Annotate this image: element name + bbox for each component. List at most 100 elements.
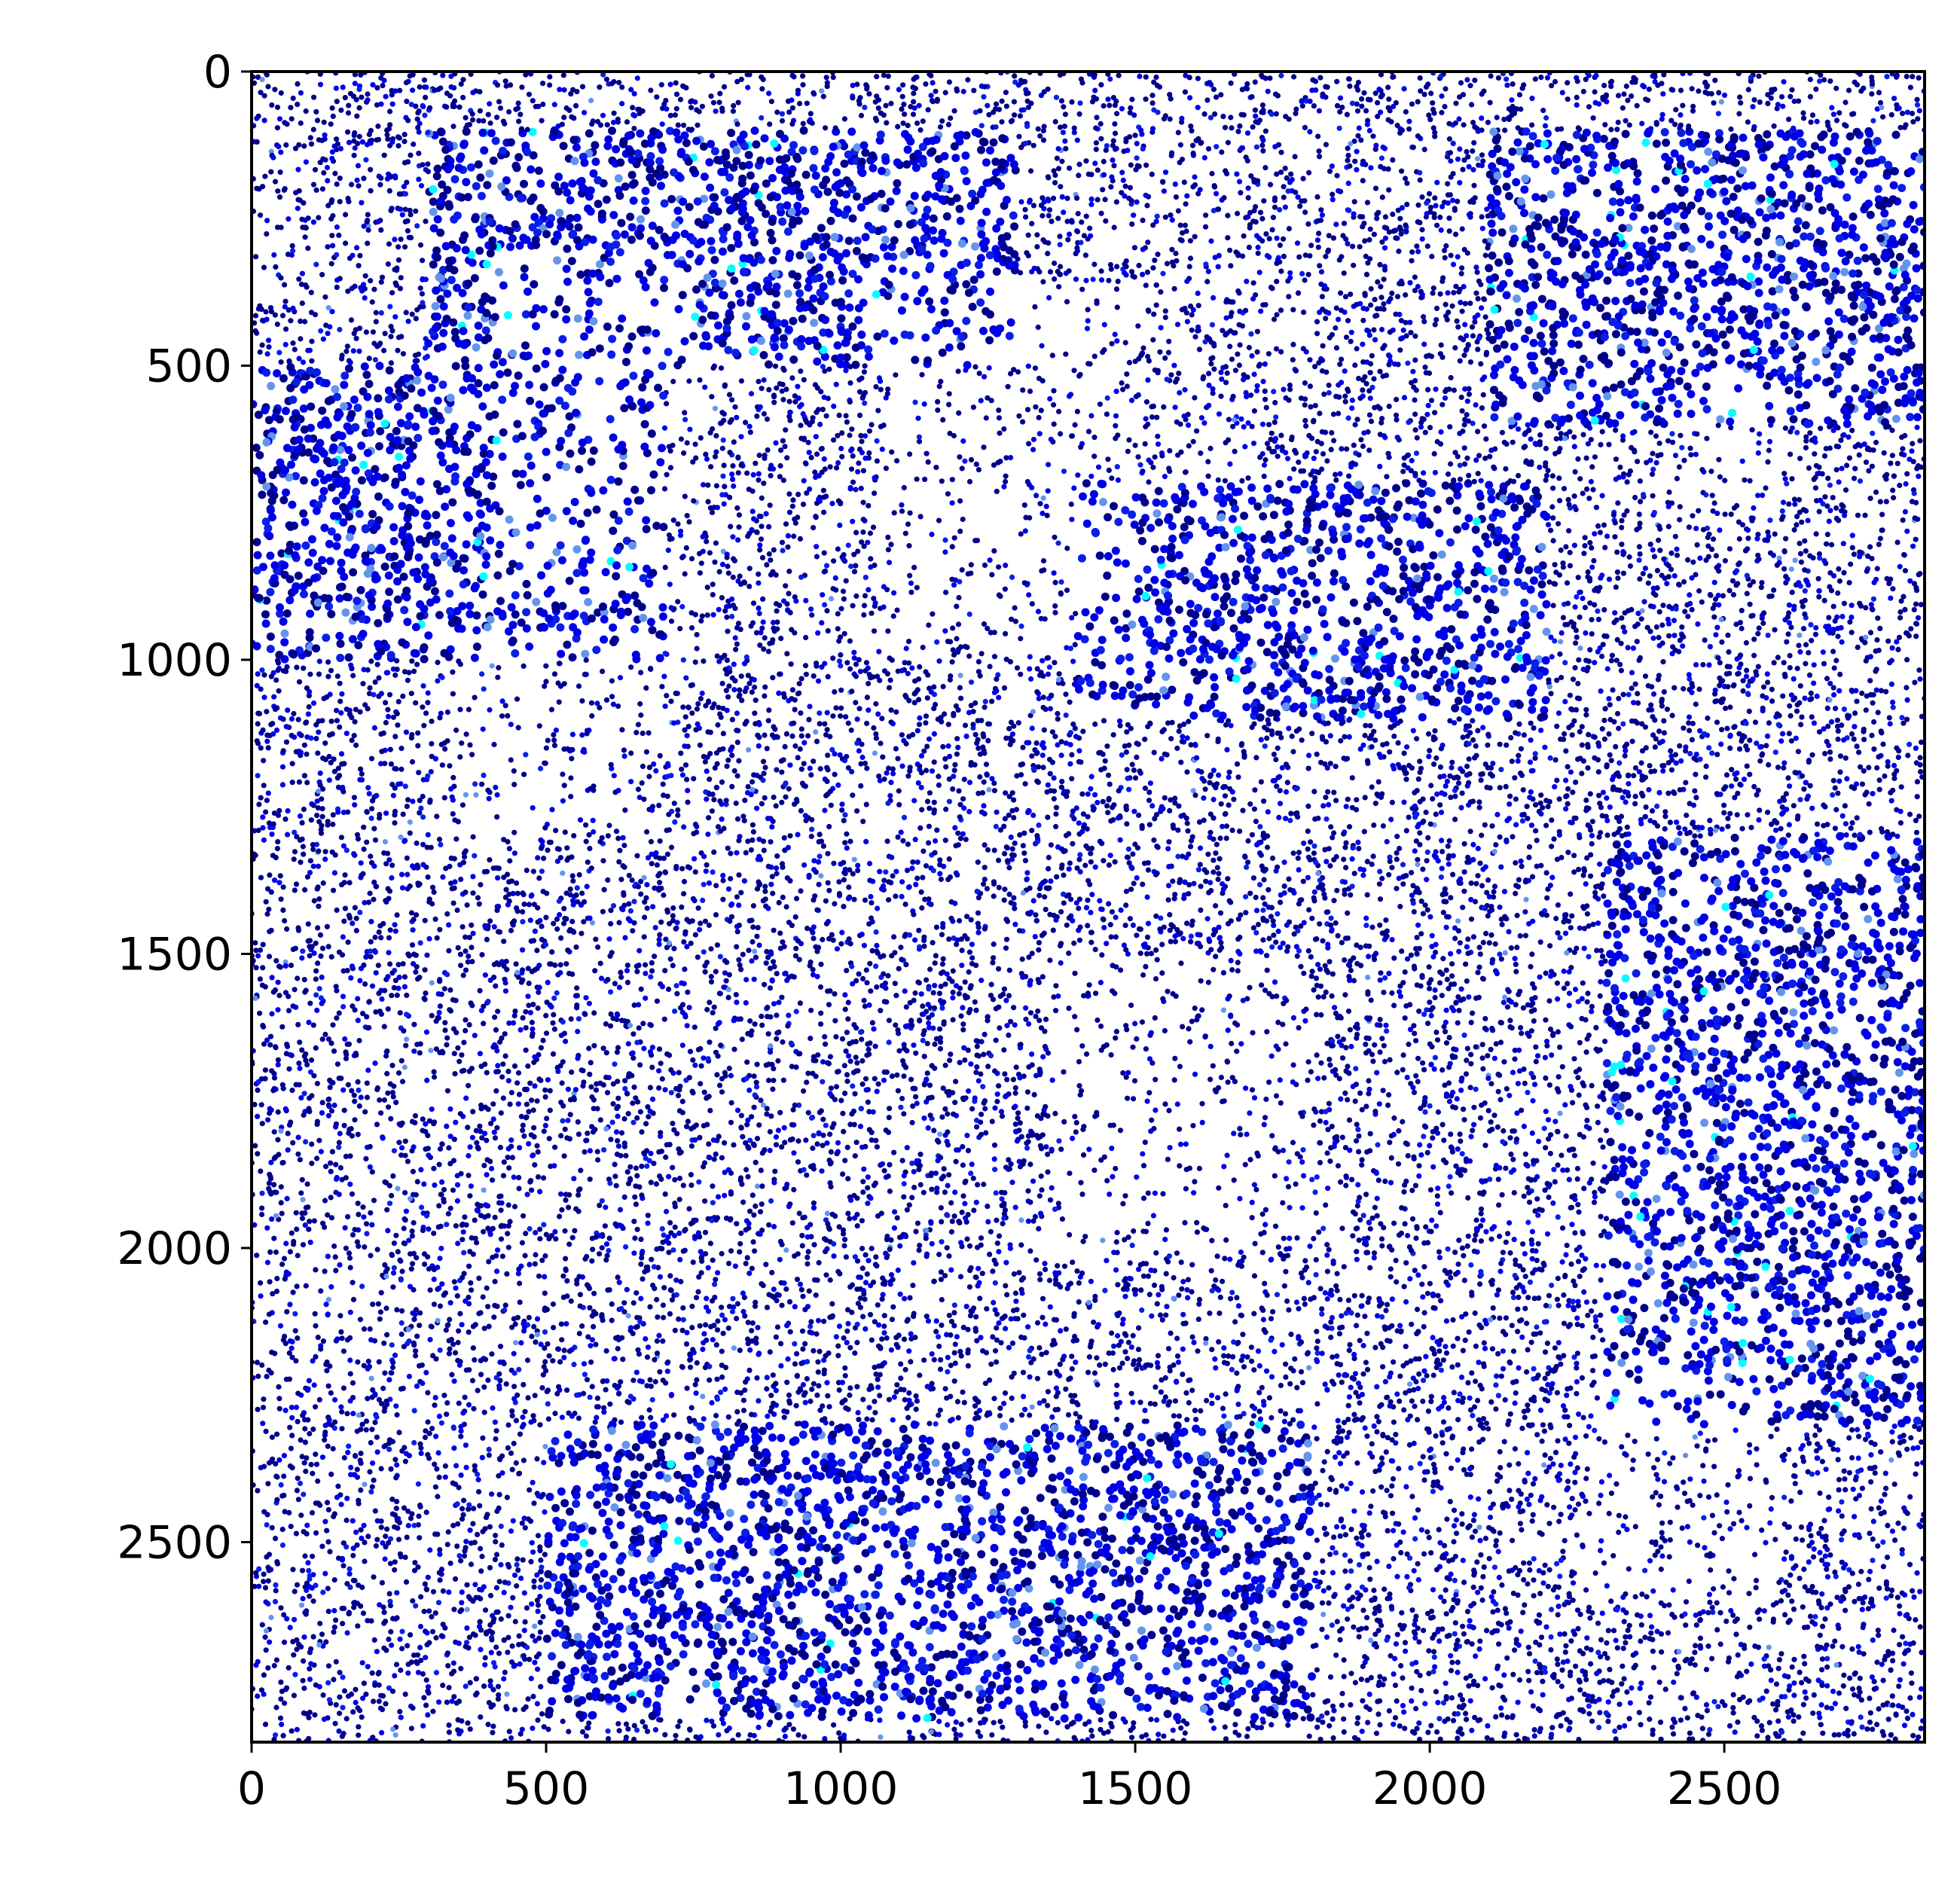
cell-point bbox=[1537, 1407, 1544, 1413]
cell-point bbox=[1143, 282, 1149, 288]
cell-point bbox=[1368, 997, 1374, 1003]
cell-point bbox=[360, 1610, 367, 1616]
cell-point bbox=[1415, 1272, 1421, 1278]
cell-point bbox=[1381, 688, 1391, 697]
cell-point bbox=[875, 1384, 881, 1390]
cell-point bbox=[1673, 980, 1682, 989]
cell-point bbox=[1833, 1573, 1839, 1579]
cell-point bbox=[1220, 1007, 1226, 1013]
cell-point bbox=[1433, 316, 1439, 323]
cell-point bbox=[1868, 1097, 1877, 1106]
cell-point bbox=[1674, 399, 1683, 408]
cell-point bbox=[1073, 805, 1079, 811]
cell-point bbox=[1161, 188, 1167, 194]
cell-point bbox=[462, 1214, 468, 1220]
cell-point bbox=[1412, 1536, 1418, 1542]
cell-point bbox=[1532, 1658, 1538, 1665]
cell-point bbox=[319, 796, 325, 802]
cell-point bbox=[765, 1413, 771, 1419]
cell-point bbox=[633, 1165, 640, 1171]
cell-point bbox=[1337, 1460, 1344, 1466]
cell-point bbox=[841, 1243, 847, 1249]
cell-point bbox=[1647, 1694, 1654, 1700]
cell-point bbox=[302, 319, 308, 325]
cell-point bbox=[1167, 116, 1173, 122]
cell-point bbox=[292, 849, 298, 855]
cell-point bbox=[899, 106, 905, 112]
cell-point bbox=[356, 1500, 362, 1506]
cell-point bbox=[1754, 1125, 1763, 1134]
cell-point bbox=[499, 1253, 506, 1259]
cell-point bbox=[1635, 610, 1641, 617]
cell-point bbox=[1769, 686, 1775, 692]
cell-point bbox=[1461, 1579, 1467, 1585]
cell-point bbox=[1002, 887, 1008, 893]
cell-point bbox=[1555, 520, 1562, 526]
cell-point bbox=[1382, 975, 1388, 981]
cell-point bbox=[1102, 758, 1108, 764]
cell-point bbox=[851, 856, 857, 862]
cell-point bbox=[1320, 938, 1326, 944]
cell-point bbox=[1687, 801, 1693, 807]
cell-point bbox=[1174, 745, 1180, 752]
cell-point bbox=[1714, 1492, 1720, 1498]
cell-point bbox=[1391, 1555, 1397, 1562]
cell-point bbox=[1889, 1439, 1895, 1445]
cell-point bbox=[1642, 1567, 1648, 1573]
cell-point bbox=[266, 337, 272, 343]
cell-point bbox=[1781, 566, 1788, 572]
cell-point bbox=[1091, 1167, 1098, 1173]
cell-point bbox=[346, 1610, 352, 1616]
cell-point bbox=[1345, 145, 1351, 151]
cell-point bbox=[498, 1561, 504, 1568]
cell-point bbox=[395, 452, 404, 461]
cell-point bbox=[990, 1558, 999, 1567]
cell-point bbox=[1537, 432, 1543, 438]
cell-point bbox=[1184, 1286, 1190, 1293]
cell-point bbox=[832, 168, 841, 177]
cell-point bbox=[1586, 1424, 1592, 1430]
cell-point bbox=[877, 1393, 883, 1399]
cell-point bbox=[1256, 1390, 1262, 1396]
cell-point bbox=[927, 1579, 936, 1588]
cell-point bbox=[756, 571, 762, 577]
cell-point bbox=[1488, 228, 1497, 237]
cell-point bbox=[1415, 1079, 1421, 1085]
cell-point bbox=[1581, 551, 1587, 557]
cell-point bbox=[1797, 138, 1806, 146]
cell-point bbox=[1616, 410, 1625, 420]
cell-point bbox=[1192, 395, 1198, 401]
cell-point bbox=[494, 114, 500, 121]
cell-point bbox=[869, 900, 875, 906]
cell-point bbox=[356, 1244, 362, 1250]
cell-point bbox=[1486, 194, 1495, 203]
cell-point bbox=[1494, 1124, 1501, 1130]
cell-point bbox=[1403, 1260, 1409, 1266]
cell-point bbox=[956, 410, 962, 417]
cell-point bbox=[748, 847, 755, 853]
cell-point bbox=[1075, 228, 1081, 235]
cell-point bbox=[511, 382, 519, 390]
cell-point bbox=[990, 1543, 999, 1552]
cell-point bbox=[566, 449, 575, 458]
cell-point bbox=[1003, 945, 1009, 951]
cell-point bbox=[814, 738, 820, 745]
cell-point bbox=[1378, 970, 1384, 976]
cell-point bbox=[752, 948, 758, 954]
cell-point bbox=[1647, 1613, 1653, 1619]
cell-point bbox=[516, 1366, 522, 1372]
cell-point bbox=[1296, 1025, 1302, 1031]
cell-point bbox=[1657, 338, 1666, 347]
cell-point bbox=[762, 795, 768, 801]
cell-point bbox=[652, 954, 658, 960]
cell-point bbox=[1794, 708, 1800, 714]
cell-point bbox=[1268, 1448, 1277, 1457]
cell-point bbox=[1819, 902, 1828, 911]
cell-point bbox=[351, 152, 357, 158]
cell-point bbox=[1589, 1009, 1595, 1015]
cell-point bbox=[1200, 1568, 1209, 1577]
cell-point bbox=[1626, 781, 1632, 787]
cell-point bbox=[357, 1317, 363, 1323]
cell-point bbox=[847, 399, 853, 405]
cell-point bbox=[429, 1628, 436, 1634]
